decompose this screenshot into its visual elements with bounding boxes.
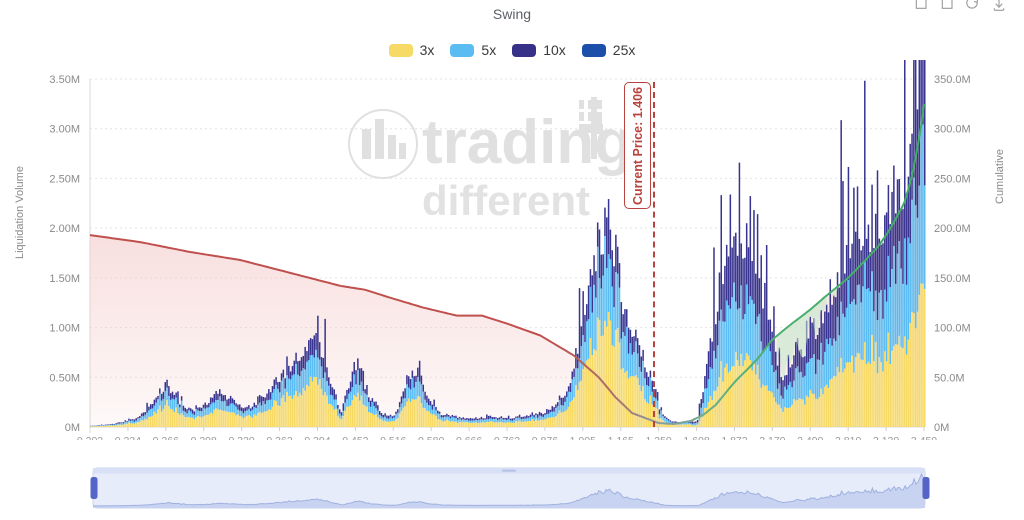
svg-text:3.50M: 3.50M	[49, 74, 80, 86]
svg-text:0.202: 0.202	[77, 435, 103, 440]
svg-text:100.0M: 100.0M	[934, 323, 971, 335]
svg-text:0.516: 0.516	[380, 435, 406, 440]
svg-text:0.666: 0.666	[456, 435, 482, 440]
svg-text:0.394: 0.394	[304, 435, 330, 440]
svg-text:3.00M: 3.00M	[49, 124, 80, 136]
svg-text:0.452: 0.452	[342, 435, 368, 440]
svg-text:0M: 0M	[934, 422, 949, 434]
svg-text:0.234: 0.234	[115, 435, 141, 440]
svg-text:1.872: 1.872	[721, 435, 747, 440]
svg-text:0.580: 0.580	[418, 435, 444, 440]
svg-text:1.00M: 1.00M	[49, 323, 80, 335]
svg-text:0M: 0M	[65, 422, 80, 434]
svg-text:0.298: 0.298	[191, 435, 217, 440]
svg-text:1.50M: 1.50M	[49, 273, 80, 285]
svg-text:300.0M: 300.0M	[934, 124, 971, 136]
svg-text:0.362: 0.362	[266, 435, 292, 440]
svg-text:2.490: 2.490	[797, 435, 823, 440]
svg-text:0.330: 0.330	[228, 435, 254, 440]
svg-text:1.350: 1.350	[645, 435, 671, 440]
svg-text:3.130: 3.130	[873, 435, 899, 440]
svg-text:350.0M: 350.0M	[934, 74, 971, 86]
svg-text:3.450: 3.450	[911, 435, 937, 440]
svg-text:2.50M: 2.50M	[49, 173, 80, 185]
svg-text:1.165: 1.165	[608, 435, 634, 440]
svg-text:2.810: 2.810	[835, 435, 861, 440]
svg-text:1.608: 1.608	[683, 435, 709, 440]
svg-text:0.876: 0.876	[532, 435, 558, 440]
svg-text:1.005: 1.005	[570, 435, 596, 440]
svg-text:2.170: 2.170	[759, 435, 785, 440]
svg-text:200.0M: 200.0M	[934, 223, 971, 235]
svg-text:2.00M: 2.00M	[49, 223, 80, 235]
svg-text:250.0M: 250.0M	[934, 173, 971, 185]
svg-text:0.762: 0.762	[494, 435, 520, 440]
svg-text:50.0M: 50.0M	[934, 372, 965, 384]
svg-text:150.0M: 150.0M	[934, 273, 971, 285]
svg-text:0.266: 0.266	[153, 435, 179, 440]
svg-text:0.50M: 0.50M	[49, 372, 80, 384]
